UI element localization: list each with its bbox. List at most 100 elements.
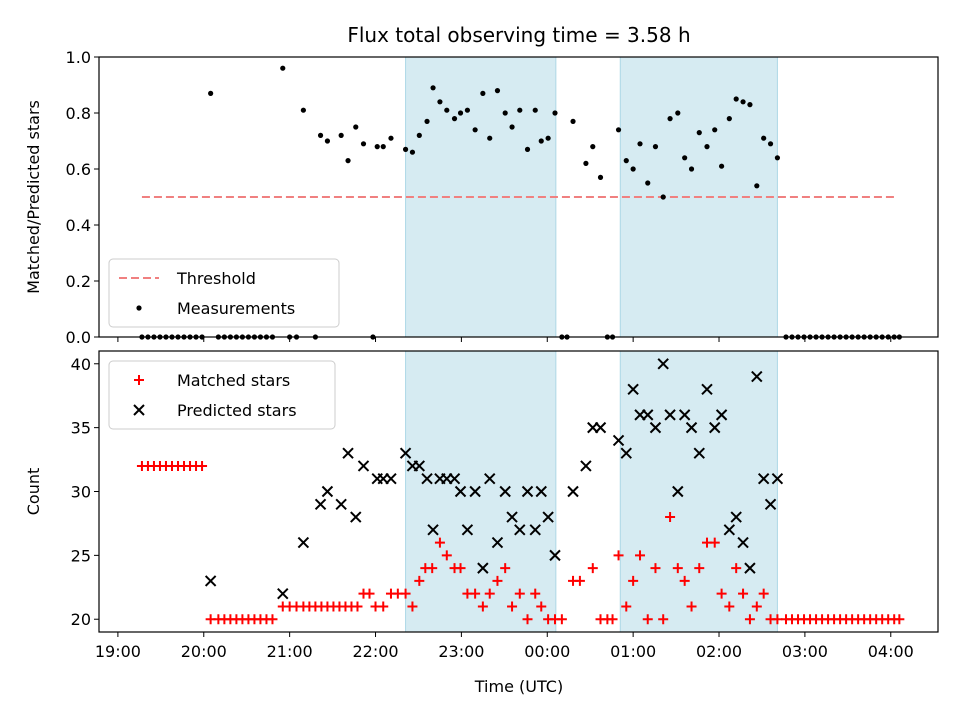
predicted-star-point	[757, 473, 770, 485]
matched-star-point	[731, 563, 742, 574]
y-tick-label: 30	[71, 483, 91, 502]
predicted-star-point	[672, 485, 684, 498]
measurement-point	[583, 160, 589, 166]
predicted-star-point	[448, 473, 461, 485]
matched-star-point	[455, 563, 466, 574]
measurement-point	[494, 88, 501, 94]
matched-star-point	[672, 563, 683, 574]
predicted-star-point	[321, 485, 334, 498]
matched-star-point	[694, 563, 705, 574]
predicted-star-point	[469, 485, 481, 498]
predicted-star-point	[678, 409, 691, 421]
predicted-star-point	[335, 498, 347, 510]
measurement-point	[623, 158, 629, 164]
shaded-interval	[619, 350, 778, 633]
legend-box	[108, 258, 340, 328]
y-tick-label: 0.4	[66, 216, 91, 235]
measurement-point	[416, 132, 422, 138]
matched-star-point	[574, 575, 585, 586]
matched-star-point	[716, 588, 727, 599]
measurement-point	[667, 116, 673, 122]
legend-label: Predicted stars	[177, 401, 297, 420]
measurement-point	[552, 110, 558, 116]
matched-star-point	[758, 588, 769, 599]
matched-star-point	[522, 614, 533, 625]
measurement-point	[767, 141, 774, 147]
predicted-star-point	[399, 447, 412, 459]
predicted-star-point	[549, 549, 561, 562]
predicted-star-point	[685, 421, 698, 434]
y-tick-label: 1.0	[66, 48, 91, 67]
legend-label: Matched stars	[177, 371, 290, 390]
axes-frame	[98, 56, 939, 338]
x-tick-label: 02:00	[696, 642, 742, 661]
measurement-point	[570, 118, 576, 124]
x-tick-label: 04:00	[868, 642, 914, 661]
measurement-point	[524, 146, 531, 152]
measurement-point	[747, 102, 753, 108]
matched-star-point	[709, 537, 720, 548]
predicted-star-point	[297, 536, 310, 549]
predicted-star-point	[664, 409, 676, 421]
predicted-star-point	[535, 485, 547, 498]
measurement-point	[300, 107, 306, 113]
predicted-star-point	[764, 498, 777, 510]
predicted-star-point	[506, 511, 518, 523]
predicted-star-point	[737, 536, 749, 549]
y-tick-label: 0.8	[66, 104, 91, 123]
predicted-star-point	[204, 575, 217, 587]
predicted-star-point	[421, 473, 433, 485]
measurement-point	[409, 149, 416, 155]
matched-star-point	[536, 601, 547, 612]
y-axis-label: Count	[24, 468, 43, 516]
y-tick-label: 40	[71, 355, 91, 374]
measurement-point	[424, 118, 430, 124]
measurement-point	[487, 135, 493, 141]
measurement-point	[360, 141, 367, 147]
predicted-star-point	[542, 511, 554, 523]
measurement-point	[704, 144, 710, 150]
matched-star-point	[650, 563, 661, 574]
predicted-star-point	[751, 370, 763, 383]
measurement-point	[754, 183, 760, 189]
predicted-star-point	[723, 524, 736, 536]
matched-star-point	[364, 588, 375, 599]
y-tick-label: 0.2	[66, 272, 91, 291]
matched-star-point	[621, 601, 632, 612]
matched-star-point	[484, 588, 495, 599]
measurement-point	[712, 127, 718, 133]
matched-star-point	[407, 601, 418, 612]
measurement-point	[437, 99, 443, 105]
predicted-star-point	[649, 421, 662, 434]
measurement-point	[696, 130, 702, 136]
matched-star-point	[378, 601, 389, 612]
predicted-star-point	[413, 460, 426, 472]
measurement-point	[545, 135, 551, 141]
predicted-star-point	[342, 447, 354, 459]
predicted-star-point	[657, 358, 669, 370]
matched-star-point	[679, 575, 690, 586]
matched-star-point	[751, 601, 762, 612]
predicted-star-point	[744, 562, 756, 574]
measurement-point	[509, 124, 515, 130]
x-tick-label: 21:00	[267, 642, 313, 661]
x-tick-label: 20:00	[181, 642, 227, 661]
legend-label: Measurements	[177, 299, 295, 318]
matched-star-point	[744, 614, 755, 625]
measurement-point	[280, 65, 286, 71]
measurement-point	[517, 107, 523, 113]
matched-star-point	[414, 575, 425, 586]
chart-title: Flux total observing time = 3.58 h	[347, 23, 690, 47]
measurement-point	[380, 144, 386, 150]
measurement-point	[353, 124, 359, 130]
measurement-point	[430, 85, 436, 91]
y-tick-label: 25	[71, 546, 91, 565]
predicted-star-point	[491, 536, 504, 549]
measurement-point	[345, 158, 351, 164]
measurement-point	[402, 146, 409, 152]
x-tick-label: 00:00	[524, 642, 570, 661]
matched-star-point	[658, 614, 669, 625]
predicted-star-point	[514, 524, 526, 536]
predicted-star-point	[594, 421, 607, 434]
